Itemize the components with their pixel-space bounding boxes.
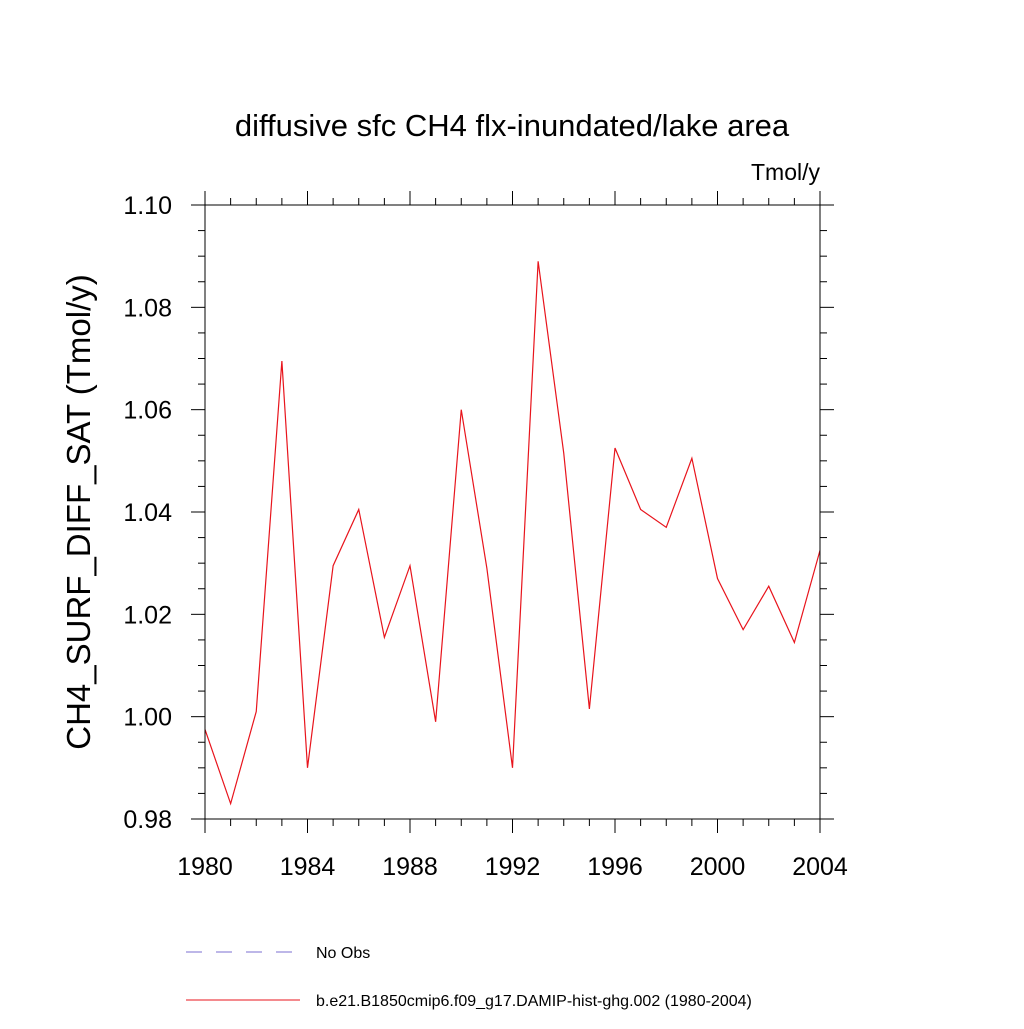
series-line — [204, 261, 821, 806]
y-tick-label: 1.04 — [123, 499, 172, 527]
y-tick-label: 0.98 — [123, 806, 172, 834]
y-tick-label: 1.10 — [123, 192, 172, 220]
y-axis-label: CH4_SURF_DIFF_SAT (Tmol/y) — [60, 274, 97, 750]
x-tick-label: 1988 — [382, 853, 438, 881]
x-tick-label: 2004 — [792, 853, 848, 881]
plot-frame — [204, 204, 821, 820]
units-label: Tmol/y — [751, 159, 821, 185]
chart-title: diffusive sfc CH4 flx-inundated/lake are… — [235, 108, 790, 143]
y-tick-label: 1.06 — [123, 397, 172, 425]
y-tick-label: 1.02 — [123, 601, 172, 629]
series-layer — [204, 261, 821, 806]
legend-label: b.e21.B1850cmip6.f09_g17.DAMIP-hist-ghg.… — [316, 993, 752, 1010]
y-tick-label: 1.08 — [123, 294, 172, 322]
legend-label: No Obs — [316, 945, 370, 962]
legend: No Obs b.e21.B1850cmip6.f09_g17.DAMIP-his… — [186, 945, 752, 1010]
x-tick-label: 1980 — [177, 853, 233, 881]
y-tick-label: 1.00 — [123, 704, 172, 732]
ticks-layer: 1980 1984 1988 1992 1996 2000 2004 0.98 1.00 1.02… — [123, 191, 848, 881]
x-tick-label: 1992 — [485, 853, 541, 881]
x-tick-label: 1984 — [280, 853, 336, 881]
x-tick-label: 1996 — [587, 853, 643, 881]
x-tick-label: 2000 — [690, 853, 746, 881]
